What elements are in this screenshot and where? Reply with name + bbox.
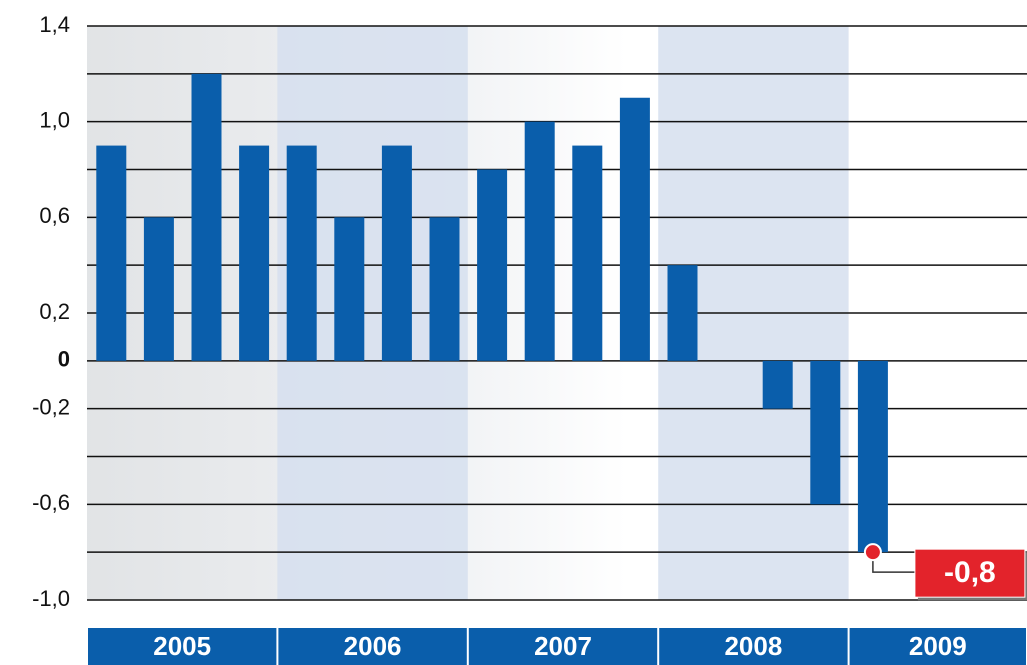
year-cell [849, 628, 1026, 665]
y-tick-label: -0,6 [32, 490, 70, 515]
bar [381, 145, 412, 361]
y-tick-label: 1,0 [39, 107, 70, 132]
bar [572, 145, 603, 361]
bar [334, 217, 365, 361]
y-tick-label: -1,0 [32, 586, 70, 611]
bar [619, 97, 650, 361]
year-label: 2007 [534, 631, 592, 661]
bar [143, 217, 174, 361]
year-label: 2008 [724, 631, 782, 661]
bar [524, 121, 555, 361]
y-tick-label: -0,2 [32, 394, 70, 419]
bar [477, 169, 508, 361]
year-cell [468, 628, 658, 665]
year-label: 2006 [344, 631, 402, 661]
bar [762, 360, 793, 409]
y-tick-label: 0,6 [39, 203, 70, 228]
bar [857, 360, 888, 553]
bar [239, 145, 270, 361]
year-cell [659, 628, 848, 665]
bar [810, 360, 841, 505]
bar [96, 145, 127, 361]
y-tick-label: 0 [58, 347, 70, 372]
bar [667, 265, 698, 361]
year-cell [88, 628, 277, 665]
data-label: -0,8 [944, 556, 996, 589]
year-label: 2005 [153, 631, 211, 661]
year-label: 2009 [909, 631, 967, 661]
annotation-box [914, 548, 1026, 598]
y-tick-label: 1,4 [39, 12, 70, 37]
annotation-dot [863, 543, 882, 562]
bar [191, 73, 222, 361]
bar [286, 145, 317, 361]
year-cell [278, 628, 467, 665]
y-tick-label: 0,2 [39, 299, 70, 324]
bar [429, 217, 460, 361]
